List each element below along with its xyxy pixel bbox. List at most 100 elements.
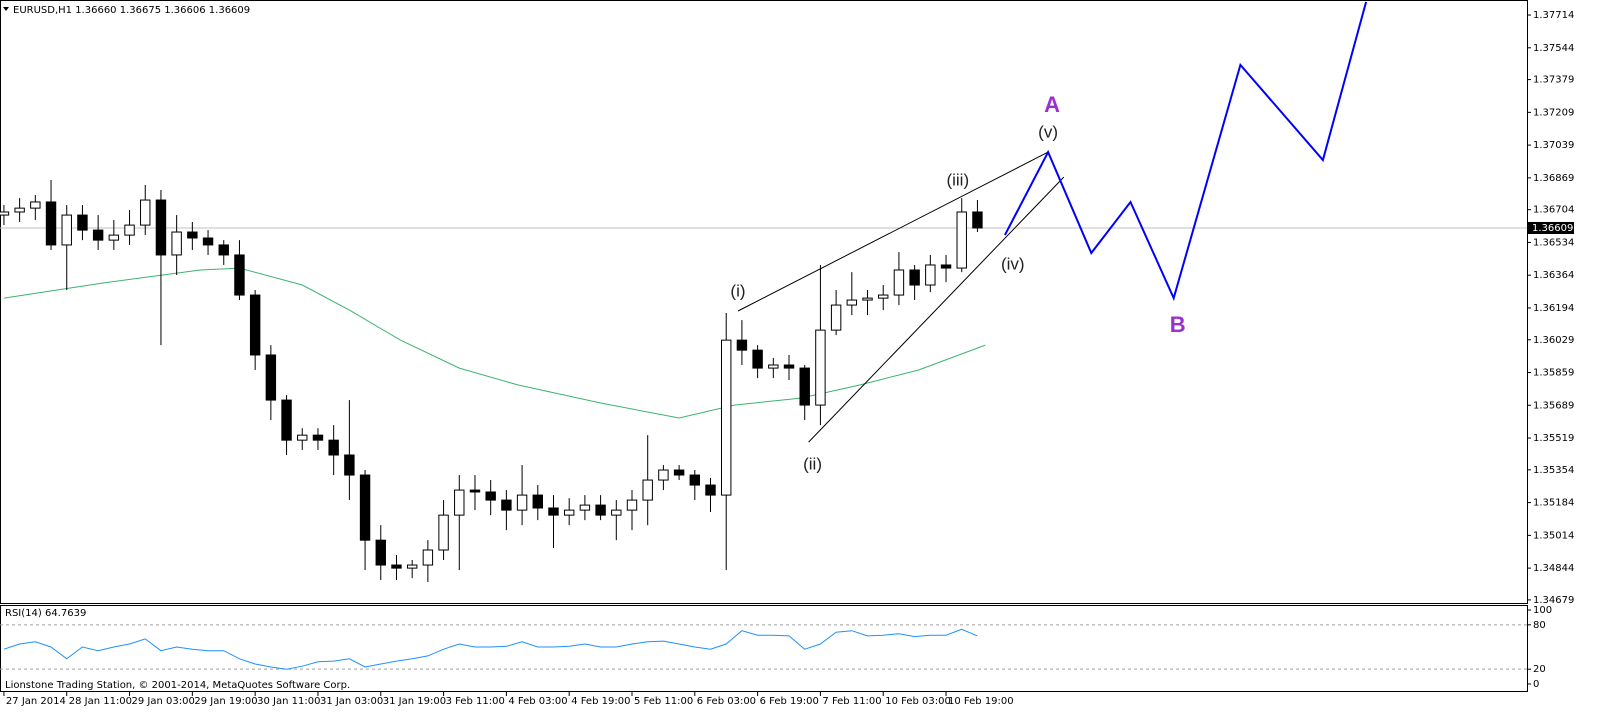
y-tick-label: 80 (1533, 620, 1546, 631)
wave-label: (iv) (1001, 254, 1025, 273)
candle-body (265, 354, 277, 401)
candle-body (14, 207, 25, 213)
x-tick-label: 28 Jan 11:00 (69, 696, 132, 707)
candle-body (940, 264, 952, 269)
candle-body (281, 399, 292, 441)
x-tick-label: 27 Jan 2014 (6, 696, 66, 707)
x-tick-label: 10 Feb 19:00 (948, 696, 1014, 707)
y-tick-label: 1.35014 (1533, 530, 1574, 541)
y-tick-label: 1.34844 (1533, 563, 1574, 574)
candle-body (532, 494, 543, 509)
y-tick-label: 1.35859 (1533, 368, 1574, 379)
candle-body (846, 299, 858, 306)
x-tick-label: 29 Jan 19:00 (194, 696, 257, 707)
y-tick-label: 1.36364 (1533, 270, 1574, 281)
x-tick-label: 7 Feb 11:00 (822, 696, 881, 707)
candle-body (548, 507, 559, 516)
candle-body (45, 201, 57, 246)
wave-label: (ii) (803, 455, 822, 474)
candle-body (77, 214, 88, 231)
candle-body (454, 489, 465, 516)
candle-body (124, 224, 135, 236)
moving-average (3, 267, 986, 419)
main-panel (0, 0, 1528, 604)
y-tick-label: 1.36194 (1533, 303, 1574, 314)
candle-body (187, 231, 198, 239)
candle-body (595, 504, 606, 516)
y-tick-label: 1.35689 (1533, 400, 1574, 411)
y-tick-label: 100 (1533, 605, 1552, 616)
menu-arrow (3, 7, 9, 11)
y-tick-label: 1.37714 (1533, 10, 1574, 21)
candle-body (563, 509, 575, 516)
candle-body (485, 491, 496, 501)
y-tick-label: 1.37379 (1533, 75, 1574, 86)
y-tick-label: 1.35354 (1533, 465, 1574, 476)
candle-body (893, 269, 905, 296)
x-tick-label: 4 Feb 03:00 (508, 696, 567, 707)
x-tick-label: 31 Jan 03:00 (320, 696, 383, 707)
x-tick-label: 5 Feb 11:00 (634, 696, 693, 707)
y-tick-label: 1.37039 (1533, 140, 1574, 151)
x-tick-label: 6 Feb 03:00 (697, 696, 756, 707)
candle-body (171, 231, 182, 256)
x-tick-label: 31 Jan 19:00 (383, 696, 446, 707)
chart-title: EURUSD,H1 1.36660 1.36675 1.36606 1.3660… (13, 5, 250, 16)
rsi-title: RSI(14) 64.7639 (5, 608, 86, 619)
candle-body (642, 479, 653, 501)
wave-label: (v) (1038, 122, 1058, 141)
y-tick-label: 1.35184 (1533, 498, 1574, 509)
y-tick-label: 1.36704 (1533, 205, 1574, 216)
candle-body (501, 499, 512, 511)
candle-body (972, 211, 983, 229)
wave-label: (iii) (946, 170, 969, 189)
candle-body (720, 339, 732, 496)
candle-body (0, 211, 10, 216)
candle-body (673, 469, 685, 476)
candle-body (344, 454, 355, 476)
candle-body (626, 499, 638, 511)
candle-body (61, 214, 72, 246)
candle-body (202, 237, 214, 246)
x-tick-label: 10 Feb 03:00 (885, 696, 951, 707)
candle-body (359, 474, 371, 541)
candle-body (579, 504, 591, 511)
candle-body (140, 199, 151, 226)
wave-label-major: B (1170, 312, 1186, 337)
y-tick-label: 1.35519 (1533, 433, 1574, 444)
wave-projection (1004, 1, 1368, 302)
rsi-panel (0, 605, 1528, 692)
x-tick-label: 4 Feb 19:00 (571, 696, 630, 707)
footer: Lionstone Trading Station, © 2001-2014, … (5, 680, 350, 691)
candle-body (689, 474, 701, 486)
y-tick-label: 1.36029 (1533, 335, 1574, 346)
candle-body (234, 254, 245, 296)
candle-body (108, 234, 120, 241)
candle-body (312, 434, 324, 441)
candle-body (878, 294, 889, 299)
y-tick-label: 1.37209 (1533, 107, 1574, 118)
y-tick-label: 1.34679 (1533, 595, 1574, 606)
wave-label: (i) (730, 282, 745, 301)
y-tick-label: 0 (1533, 679, 1539, 690)
rsi-line (3, 628, 978, 670)
x-tick-label: 30 Jan 11:00 (257, 696, 320, 707)
candle-body (155, 199, 167, 256)
candle-body (736, 339, 748, 351)
x-tick-label: 3 Feb 11:00 (446, 696, 505, 707)
y-tick-label: 1.36869 (1533, 173, 1574, 184)
x-tick-label: 6 Feb 19:00 (760, 696, 819, 707)
candle-body (783, 364, 795, 369)
candle-body (30, 201, 41, 209)
y-tick-label: 20 (1533, 664, 1546, 675)
candle-body (406, 564, 418, 569)
trendline (808, 176, 1065, 443)
candle-body (611, 509, 622, 516)
candle-body (516, 494, 528, 511)
candle-body (249, 294, 261, 356)
candle-body (438, 514, 449, 551)
candle-body (956, 211, 967, 269)
trendline (737, 151, 1049, 312)
candle-body (92, 229, 104, 241)
